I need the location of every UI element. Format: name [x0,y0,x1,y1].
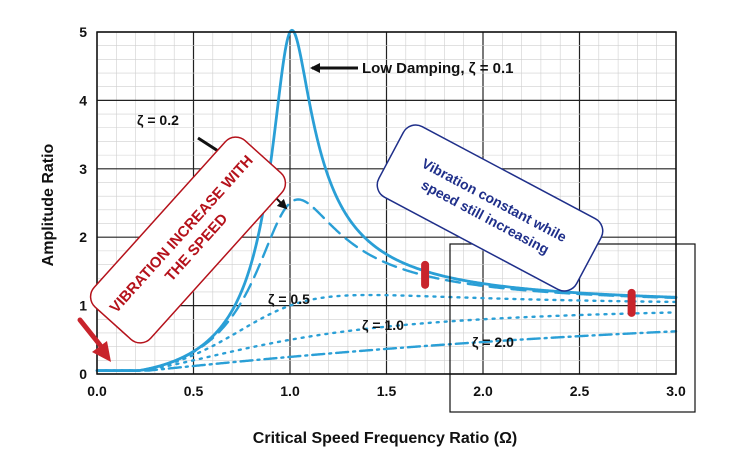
x-tick-label: 3.0 [666,383,686,399]
x-tick-label: 0.5 [184,383,204,399]
y-axis-label: Amplitude Ratio [40,143,57,266]
y-tick-label: 2 [79,229,87,245]
vibration-increase-box: VIBRATION INCREASE WITH THE SPEED [89,136,287,344]
label-zeta-0-2: ζ = 0.2 [137,112,179,128]
x-tick-label: 2.5 [570,383,590,399]
y-ticks: 0 1 2 3 4 5 [79,24,87,382]
series-line-zeta-2 [95,330,678,372]
markers [421,260,636,317]
y-tick-label: 3 [79,161,87,177]
y-tick-label: 0 [79,366,87,382]
x-tick-label: 1.5 [377,383,397,399]
x-axis-label: Critical Speed Frequency Ratio (Ω) [253,430,517,447]
label-zeta-0-5: ζ = 0.5 [268,291,310,307]
x-tick-label: 0.0 [87,383,107,399]
label-zeta-2-0: ζ = 2.0 [472,334,514,350]
y-tick-label: 4 [79,92,87,108]
vibration-constant-box: Vibration constant while speed still inc… [376,124,604,292]
x-ticks: 0.0 0.5 1.0 1.5 2.0 2.5 3.0 [87,383,686,399]
plot-frame [96,31,677,375]
series-line-zeta-0-5 [95,293,678,372]
red-arrow-icon [77,317,111,362]
series-line-zeta-1 [95,311,678,372]
x-tick-label: 1.0 [280,383,300,399]
y-tick-label: 1 [79,298,87,314]
y-tick-label: 5 [79,24,87,40]
label-zeta-1-0: ζ = 1.0 [362,317,404,333]
label-low-damping: Low Damping, ζ = 0.1 [362,60,514,77]
x-tick-label: 2.0 [473,383,493,399]
series-line-zeta-0-2 [95,198,678,372]
curves [95,28,678,372]
